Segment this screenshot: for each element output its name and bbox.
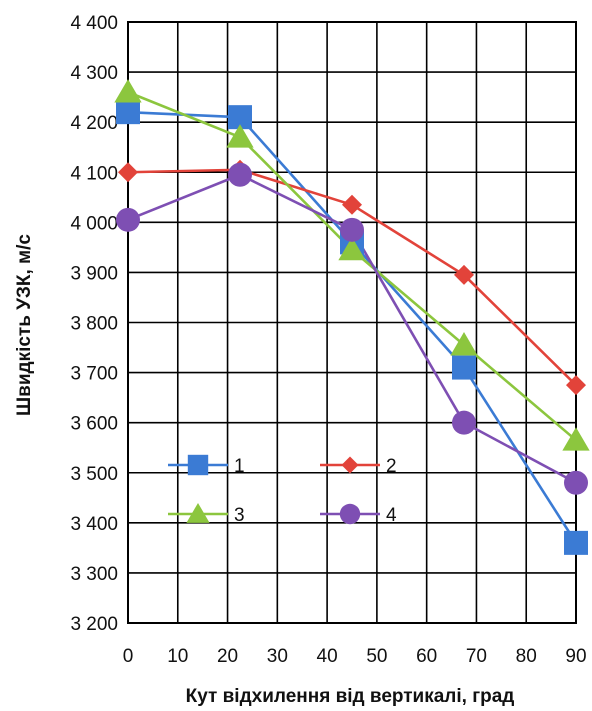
y-tick-label: 4 100 — [70, 163, 118, 184]
y-tick-label: 3 900 — [70, 263, 118, 284]
y-tick-label: 3 700 — [70, 364, 118, 385]
plot-area-frame — [127, 21, 577, 624]
series-3-point — [338, 236, 366, 261]
x-tick-label: 60 — [416, 646, 437, 667]
series-1-point — [564, 530, 588, 555]
legend: 1 2 3 4 — [168, 454, 397, 526]
series-4-point — [116, 207, 140, 232]
series-4-point — [228, 162, 252, 187]
x-tick-label: 70 — [466, 646, 487, 667]
y-tick-label: 4 000 — [70, 213, 118, 234]
series-3-line — [127, 90, 577, 442]
y-tick-label: 3 300 — [70, 564, 118, 585]
y-tick-label: 3 500 — [70, 464, 118, 485]
series-markers — [114, 79, 590, 555]
legend-marker-1 — [187, 454, 209, 476]
series-1-point — [116, 100, 140, 125]
x-tick-label: 90 — [565, 646, 586, 667]
series-4-point — [452, 410, 476, 435]
series-3-point — [114, 79, 142, 103]
x-tick-label: 20 — [217, 646, 238, 667]
series-2-point — [454, 264, 474, 285]
y-tick-labels: 3 200 3 300 3 400 3 500 3 600 3 700 3 800 3 900… — [70, 13, 118, 635]
series-2-point — [342, 194, 362, 215]
y-tick-label: 3 800 — [70, 314, 118, 335]
series-lines — [127, 90, 578, 544]
series-4-point — [564, 470, 588, 495]
x-tick-labels: 0 10 20 30 40 50 60 70 80 90 — [123, 646, 587, 667]
legend-label-4: 4 — [386, 505, 397, 526]
legend-label-3: 3 — [234, 505, 245, 526]
x-tick-label: 0 — [123, 646, 134, 667]
y-tick-label: 4 400 — [70, 13, 118, 34]
series-1-point — [228, 105, 252, 130]
x-axis-title: Кут відхилення від вертикалі, град — [186, 686, 515, 707]
legend-marker-4 — [339, 503, 361, 525]
x-tick-label: 80 — [516, 646, 537, 667]
y-axis-title: Швидкість УЗК, м/с — [14, 234, 35, 416]
grid-lines — [127, 21, 577, 624]
series-2-point — [566, 375, 586, 396]
y-tick-label: 3 600 — [70, 414, 118, 435]
y-tick-label: 3 400 — [70, 514, 118, 535]
series-3-point — [226, 124, 254, 148]
series-3-point — [562, 427, 590, 451]
series-2-point — [118, 162, 138, 183]
legend-label-2: 2 — [386, 456, 397, 477]
legend-label-1: 1 — [234, 456, 245, 477]
x-tick-label: 50 — [366, 646, 387, 667]
series-4-point — [340, 217, 364, 242]
x-tick-label: 40 — [317, 646, 338, 667]
legend-marker-3 — [186, 502, 210, 523]
y-tick-label: 4 200 — [70, 113, 118, 134]
series-1-line — [127, 110, 578, 544]
x-tick-label: 10 — [167, 646, 188, 667]
x-tick-label: 30 — [267, 646, 288, 667]
series-1-point — [452, 355, 476, 380]
legend-marker-2 — [341, 456, 359, 474]
y-tick-label: 3 200 — [70, 614, 118, 635]
series-3-point — [450, 332, 478, 356]
y-tick-label: 4 300 — [70, 63, 118, 84]
